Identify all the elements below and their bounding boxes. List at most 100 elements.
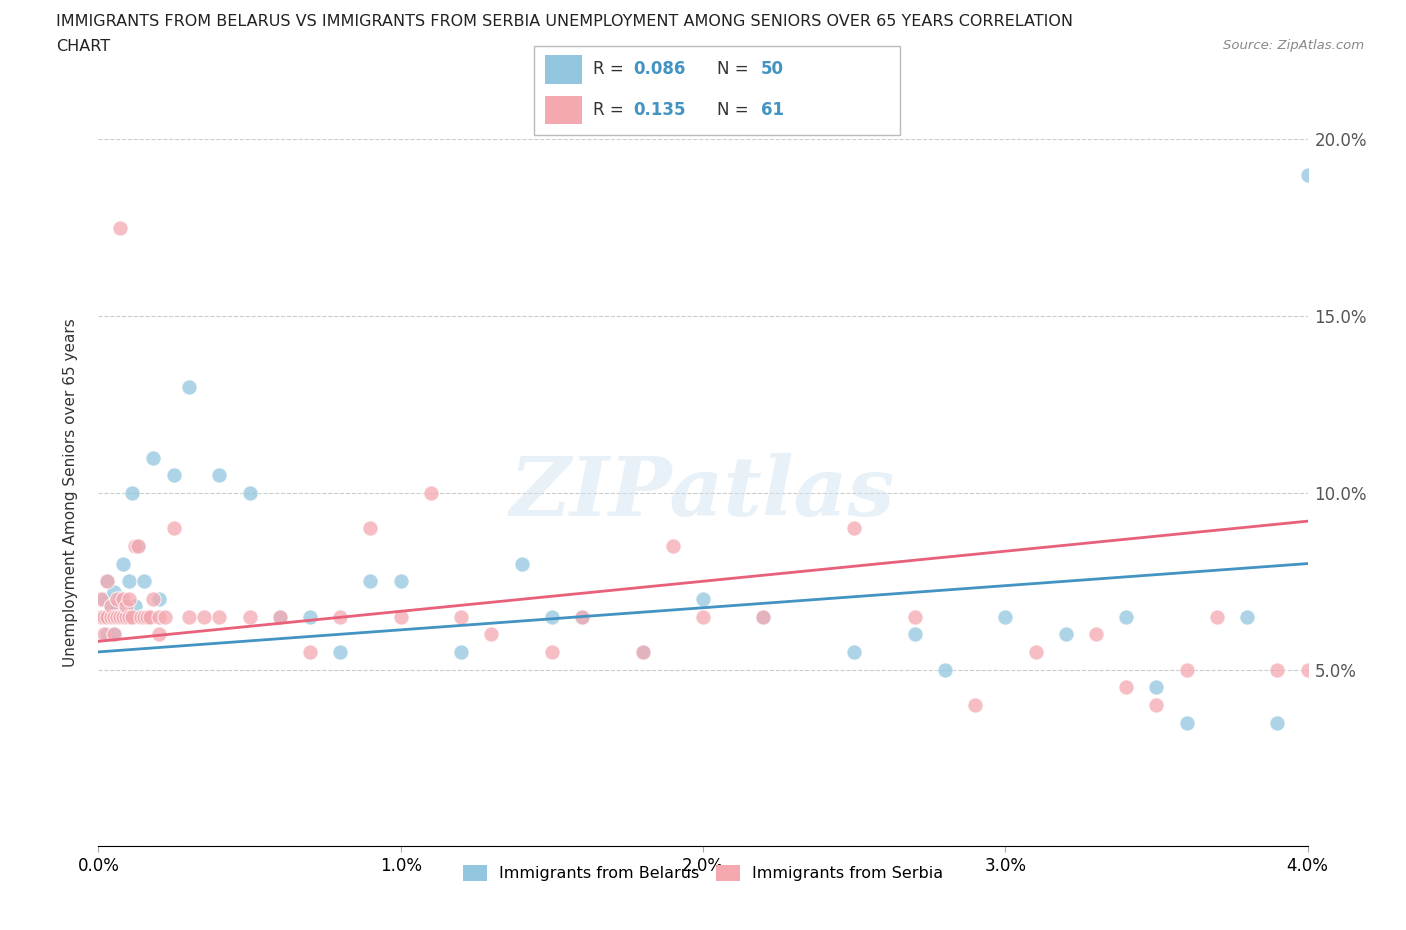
Text: ZIPatlas: ZIPatlas	[510, 453, 896, 533]
Point	[114, 609, 136, 624]
Point	[118, 609, 141, 624]
Point	[1236, 609, 1258, 624]
Point	[692, 609, 714, 624]
Point	[934, 662, 956, 677]
Point	[389, 609, 412, 624]
Point	[118, 591, 141, 606]
Point	[239, 485, 262, 500]
Point	[100, 599, 122, 614]
Point	[965, 698, 987, 712]
Point	[148, 627, 170, 642]
Point	[96, 609, 118, 624]
Point	[1267, 662, 1289, 677]
Point	[100, 599, 122, 614]
Point	[111, 556, 134, 571]
Point	[994, 609, 1017, 624]
Point	[844, 644, 866, 659]
Point	[1296, 662, 1319, 677]
Point	[105, 609, 128, 624]
Point	[179, 609, 201, 624]
Text: R =: R =	[593, 60, 628, 78]
Point	[96, 574, 118, 589]
Point	[114, 599, 136, 614]
Point	[105, 599, 128, 614]
Point	[111, 591, 134, 606]
Point	[108, 609, 131, 624]
Point	[124, 599, 146, 614]
Text: 0.135: 0.135	[633, 101, 686, 119]
Text: R =: R =	[593, 101, 628, 119]
Point	[121, 485, 143, 500]
Point	[148, 609, 170, 624]
Text: 50: 50	[761, 60, 785, 78]
Point	[904, 627, 927, 642]
Point	[360, 574, 382, 589]
Point	[118, 609, 141, 624]
Point	[450, 609, 472, 624]
Point	[105, 591, 128, 606]
Point	[142, 591, 165, 606]
Point	[103, 627, 125, 642]
Point	[108, 591, 131, 606]
Point	[1206, 609, 1229, 624]
FancyBboxPatch shape	[546, 96, 582, 125]
Point	[118, 574, 141, 589]
Point	[1085, 627, 1108, 642]
Point	[481, 627, 503, 642]
Point	[450, 644, 472, 659]
Point	[239, 609, 262, 624]
Point	[93, 591, 115, 606]
Point	[103, 584, 125, 599]
Point	[844, 521, 866, 536]
Point	[329, 644, 352, 659]
Point	[139, 609, 162, 624]
Point	[96, 574, 118, 589]
Point	[299, 609, 322, 624]
Point	[127, 538, 149, 553]
Point	[90, 591, 112, 606]
Point	[100, 609, 122, 624]
Point	[163, 521, 186, 536]
Point	[96, 627, 118, 642]
Point	[129, 609, 152, 624]
Point	[163, 468, 186, 483]
Point	[153, 609, 176, 624]
Point	[360, 521, 382, 536]
Text: N =: N =	[717, 60, 754, 78]
Point	[1115, 680, 1137, 695]
Point	[132, 609, 155, 624]
Point	[1175, 715, 1198, 730]
Point	[111, 609, 134, 624]
Point	[103, 609, 125, 624]
FancyBboxPatch shape	[546, 56, 582, 84]
Point	[103, 627, 125, 642]
Point	[1267, 715, 1289, 730]
Point	[299, 644, 322, 659]
Point	[148, 591, 170, 606]
Point	[129, 609, 152, 624]
Point	[571, 609, 593, 624]
Point	[135, 609, 157, 624]
Point	[90, 609, 112, 624]
Point	[269, 609, 291, 624]
Point	[114, 609, 136, 624]
Point	[1054, 627, 1077, 642]
Point	[692, 591, 714, 606]
Point	[93, 627, 115, 642]
Point	[510, 556, 533, 571]
Point	[1175, 662, 1198, 677]
Point	[631, 644, 654, 659]
Point	[132, 574, 155, 589]
Y-axis label: Unemployment Among Seniors over 65 years: Unemployment Among Seniors over 65 years	[63, 318, 77, 668]
Text: Source: ZipAtlas.com: Source: ZipAtlas.com	[1223, 39, 1364, 52]
Point	[1115, 609, 1137, 624]
Point	[208, 468, 231, 483]
Point	[389, 574, 412, 589]
Point	[1296, 167, 1319, 182]
Point	[108, 609, 131, 624]
Text: 61: 61	[761, 101, 785, 119]
Point	[904, 609, 927, 624]
Point	[193, 609, 215, 624]
Point	[142, 450, 165, 465]
Text: IMMIGRANTS FROM BELARUS VS IMMIGRANTS FROM SERBIA UNEMPLOYMENT AMONG SENIORS OVE: IMMIGRANTS FROM BELARUS VS IMMIGRANTS FR…	[56, 14, 1073, 29]
